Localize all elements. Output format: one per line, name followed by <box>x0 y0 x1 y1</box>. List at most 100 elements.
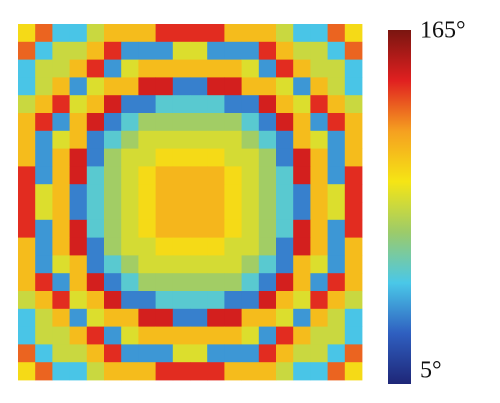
heatmap-cell <box>258 237 277 256</box>
heatmap-cell <box>18 41 36 60</box>
heatmap-cell <box>241 130 260 149</box>
heatmap-cell <box>104 77 122 96</box>
heatmap-cell <box>207 113 225 132</box>
heatmap-cell <box>190 184 208 203</box>
heatmap-cell <box>276 41 294 60</box>
heatmap-cell <box>155 95 174 114</box>
heatmap-cell <box>35 237 53 256</box>
heatmap-cell <box>138 41 156 60</box>
heatmap-cell <box>172 362 191 381</box>
heatmap-cell <box>207 308 225 327</box>
heatmap-cell <box>121 362 139 381</box>
heatmap-cell <box>344 219 363 238</box>
heatmap-cell <box>190 237 208 256</box>
heatmap-cell <box>310 24 328 43</box>
heatmap-cell <box>258 255 277 274</box>
heatmap-cell <box>172 219 191 238</box>
heatmap-cell <box>241 184 260 203</box>
heatmap-cell <box>224 184 242 203</box>
heatmap-cell <box>327 95 346 114</box>
heatmap-cell <box>69 308 88 327</box>
heatmap-cell <box>69 291 88 310</box>
heatmap-cell <box>52 166 70 185</box>
heatmap-cell <box>276 308 294 327</box>
heatmap-cell <box>155 59 174 78</box>
heatmap-cell <box>35 219 53 238</box>
heatmap-cell <box>293 166 311 185</box>
heatmap-cell <box>310 166 328 185</box>
heatmap-cell <box>18 237 36 256</box>
heatmap-cell <box>190 344 208 363</box>
heatmap-cell <box>190 308 208 327</box>
heatmap-cell <box>172 273 191 292</box>
heatmap-cell <box>224 362 242 381</box>
heatmap-cell <box>310 59 328 78</box>
heatmap-cell <box>121 77 139 96</box>
heatmap-cell <box>241 24 260 43</box>
heatmap-cell <box>18 326 36 345</box>
heatmap-cell <box>344 202 363 221</box>
heatmap-cell <box>52 362 70 381</box>
heatmap-cell <box>207 273 225 292</box>
heatmap-cell <box>35 273 53 292</box>
heatmap-cell <box>138 219 156 238</box>
heatmap-cell <box>224 113 242 132</box>
heatmap-cell <box>138 184 156 203</box>
heatmap-cell <box>327 41 346 60</box>
heatmap-cell <box>172 95 191 114</box>
heatmap-cell <box>310 344 328 363</box>
heatmap-cell <box>69 24 88 43</box>
heatmap-cell <box>18 308 36 327</box>
heatmap-cell <box>344 113 363 132</box>
heatmap-cell <box>241 41 260 60</box>
heatmap-cell <box>190 273 208 292</box>
heatmap-cell <box>276 326 294 345</box>
heatmap-cell <box>35 184 53 203</box>
heatmap-cell <box>69 273 88 292</box>
heatmap-cell <box>310 77 328 96</box>
heatmap-cell <box>258 130 277 149</box>
heatmap-cell <box>18 362 36 381</box>
heatmap-cell <box>52 184 70 203</box>
heatmap-cell <box>241 291 260 310</box>
heatmap-cell <box>138 273 156 292</box>
heatmap-cell <box>207 255 225 274</box>
heatmap-cell <box>86 184 105 203</box>
heatmap-cell <box>310 273 328 292</box>
heatmap-cell <box>69 362 88 381</box>
heatmap-cell <box>104 113 122 132</box>
heatmap-cell <box>138 308 156 327</box>
heatmap-cell <box>35 166 53 185</box>
heatmap-cell <box>52 273 70 292</box>
heatmap-cell <box>207 166 225 185</box>
heatmap-cell <box>207 219 225 238</box>
heatmap-cell <box>293 95 311 114</box>
heatmap-cell <box>224 291 242 310</box>
heatmap-cell <box>310 95 328 114</box>
heatmap-cell <box>327 77 346 96</box>
heatmap-cell <box>190 362 208 381</box>
heatmap-cell <box>69 202 88 221</box>
heatmap-cell <box>310 219 328 238</box>
heatmap-cell <box>104 24 122 43</box>
heatmap-cell <box>104 41 122 60</box>
heatmap-cell <box>35 202 53 221</box>
heatmap-cell <box>86 255 105 274</box>
heatmap-cell <box>293 237 311 256</box>
heatmap-cell <box>104 59 122 78</box>
heatmap-cell <box>35 148 53 167</box>
heatmap-cell <box>52 344 70 363</box>
heatmap-cell <box>344 130 363 149</box>
heatmap-cell <box>35 291 53 310</box>
heatmap-cell <box>241 344 260 363</box>
heatmap-cell <box>121 255 139 274</box>
heatmap-cell <box>327 202 346 221</box>
heatmap-cell <box>104 202 122 221</box>
heatmap-cell <box>138 202 156 221</box>
heatmap-cell <box>224 219 242 238</box>
heatmap-cell <box>69 59 88 78</box>
heatmap-cell <box>172 255 191 274</box>
heatmap-cell <box>52 326 70 345</box>
heatmap-cell <box>121 237 139 256</box>
heatmap-cell <box>276 77 294 96</box>
